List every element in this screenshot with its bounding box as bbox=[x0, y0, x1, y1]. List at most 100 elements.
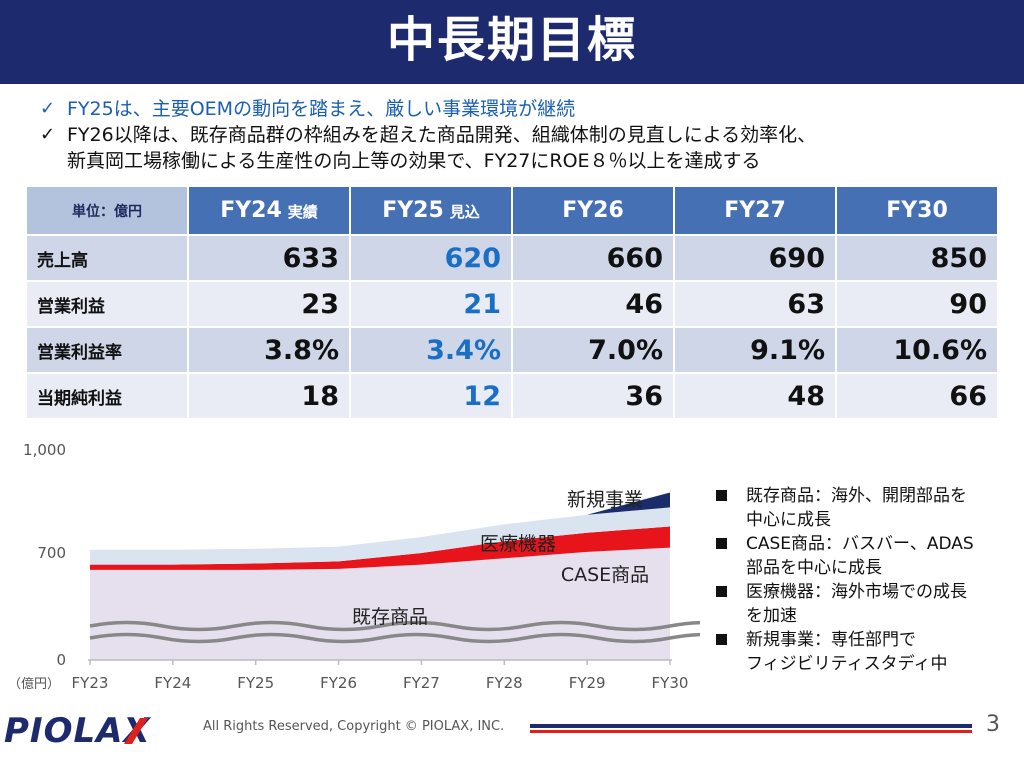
col-header: FY25 見込 bbox=[351, 187, 513, 236]
x-tick-label: FY23 bbox=[72, 674, 109, 692]
row-label: 営業利益率 bbox=[27, 328, 189, 374]
cell-value: 18 bbox=[189, 374, 351, 420]
cell-value: 46 bbox=[513, 282, 675, 328]
cell-value: 36 bbox=[513, 374, 675, 420]
note-line: 新規事業：専任部門で bbox=[746, 630, 916, 650]
bullet-text: 新真岡工場稼働による生産性の向上等の効果で、FY27にROE８％以上を達成する bbox=[67, 150, 761, 172]
table-row: 営業利益 23 21 46 63 90 bbox=[27, 282, 999, 328]
cell-value: 7.0% bbox=[513, 328, 675, 374]
note-line: CASE商品：バスバー、ADAS bbox=[746, 534, 974, 554]
bullet-text: FY25は、主要OEMの動向を踏まえ、厳しい事業環境が継続 bbox=[67, 98, 576, 120]
col-label: FY27 bbox=[724, 198, 786, 223]
bullet-fy26-cont: 新真岡工場稼働による生産性の向上等の効果で、FY27にROE８％以上を達成する bbox=[40, 148, 1020, 174]
col-header: FY26 bbox=[513, 187, 675, 236]
bullet-fy25: ✓ FY25は、主要OEMの動向を踏まえ、厳しい事業環境が継続 bbox=[40, 96, 1020, 122]
check-icon: ✓ bbox=[40, 98, 56, 119]
y-tick-label: 1,000 bbox=[23, 441, 66, 459]
page-number: 3 bbox=[986, 712, 1000, 737]
unit-label: 単位：億円 bbox=[27, 187, 189, 236]
page-title: 中長期目標 bbox=[386, 12, 637, 68]
note-line: 部品を中心に成長 bbox=[746, 558, 882, 578]
col-header: FY30 bbox=[837, 187, 999, 236]
cell-value: 850 bbox=[837, 236, 999, 282]
note-line: 医療機器：海外市場での成長 bbox=[746, 582, 967, 602]
piolax-logo: PIOLAX bbox=[4, 711, 151, 751]
x-tick-label: FY28 bbox=[486, 674, 523, 692]
cell-value: 3.8% bbox=[189, 328, 351, 374]
cell-value: 63 bbox=[675, 282, 837, 328]
segment-notes: 既存商品：海外、開閉部品を 中心に成長 CASE商品：バスバー、ADAS 部品を中心… bbox=[714, 484, 1019, 676]
note-line: を加速 bbox=[746, 606, 797, 626]
col-header: FY24 実績 bbox=[189, 187, 351, 236]
note-item: 既存商品：海外、開閉部品を 中心に成長 bbox=[714, 484, 1019, 532]
logo-text: PIOLAX bbox=[4, 711, 151, 751]
note-item: 新規事業：専任部門でフィジビリティスタディ中 bbox=[714, 628, 1019, 676]
square-bullet-icon bbox=[716, 586, 727, 597]
col-sub: 実績 bbox=[287, 203, 318, 221]
area-medical bbox=[90, 507, 670, 565]
y-tick-label: 700 bbox=[37, 544, 66, 562]
bullet-fy26: ✓ FY26以降は、既存商品群の枠組みを超えた商品開発、組織体制の見直しによる効… bbox=[40, 122, 1020, 148]
note-line: フィジビリティスタディ中 bbox=[746, 654, 948, 674]
note-line: 既存商品：海外、開閉部品を bbox=[746, 486, 967, 506]
title-banner: 中長期目標 bbox=[0, 0, 1024, 84]
cell-value: 620 bbox=[351, 236, 513, 282]
square-bullet-icon bbox=[716, 538, 727, 549]
area-existing bbox=[90, 547, 670, 660]
note-item: 医療機器：海外市場での成長 を加速 bbox=[714, 580, 1019, 628]
cell-value: 633 bbox=[189, 236, 351, 282]
row-label: 営業利益 bbox=[27, 282, 189, 328]
square-bullet-icon bbox=[716, 490, 727, 501]
axis-break-line bbox=[89, 620, 700, 632]
targets-table: 単位：億円 FY24 実績 FY25 見込 FY26 FY27 FY30 売上高 6… bbox=[27, 187, 999, 420]
note-line: 中心に成長 bbox=[746, 510, 831, 530]
x-tick-label: FY30 bbox=[652, 674, 689, 692]
col-label: FY26 bbox=[562, 198, 624, 223]
cell-value: 66 bbox=[837, 374, 999, 420]
logo-red-stroke bbox=[124, 718, 148, 744]
x-tick-label: FY29 bbox=[569, 674, 606, 692]
table-row: 当期純利益 18 12 36 48 66 bbox=[27, 374, 999, 420]
cell-value: 10.6% bbox=[837, 328, 999, 374]
cell-value: 660 bbox=[513, 236, 675, 282]
table-header-row: 単位：億円 FY24 実績 FY25 見込 FY26 FY27 FY30 bbox=[27, 187, 999, 236]
footer-rule-navy bbox=[530, 724, 972, 728]
series-label: 既存商品 bbox=[352, 606, 428, 628]
row-label: 売上高 bbox=[27, 236, 189, 282]
unit-label: （億円） bbox=[8, 676, 60, 692]
cell-value: 48 bbox=[675, 374, 837, 420]
col-label: FY30 bbox=[886, 198, 948, 223]
x-tick-label: FY27 bbox=[403, 674, 440, 692]
cell-value: 23 bbox=[189, 282, 351, 328]
footer-rule-red bbox=[530, 730, 972, 733]
cell-value: 21 bbox=[351, 282, 513, 328]
y-tick-label: 0 bbox=[56, 651, 66, 669]
axis-break-line bbox=[89, 632, 700, 644]
cell-value: 90 bbox=[837, 282, 999, 328]
note-item: CASE商品：バスバー、ADAS 部品を中心に成長 bbox=[714, 532, 1019, 580]
summary-bullets: ✓ FY25は、主要OEMの動向を踏まえ、厳しい事業環境が継続 ✓ FY26以降… bbox=[40, 96, 1020, 174]
area-case bbox=[90, 526, 670, 570]
bullet-text: FY26以降は、既存商品群の枠組みを超えた商品開発、組織体制の見直しによる効率化… bbox=[67, 124, 817, 146]
col-label: FY25 bbox=[382, 198, 444, 223]
square-bullet-icon bbox=[716, 634, 727, 645]
col-header: FY27 bbox=[675, 187, 837, 236]
series-label: 医療機器 bbox=[480, 533, 556, 555]
cell-value: 3.4% bbox=[351, 328, 513, 374]
series-label: 新規事業 bbox=[567, 489, 643, 511]
table-row: 営業利益率 3.8% 3.4% 7.0% 9.1% 10.6% bbox=[27, 328, 999, 374]
table-row: 売上高 633 620 660 690 850 bbox=[27, 236, 999, 282]
row-label: 当期純利益 bbox=[27, 374, 189, 420]
cell-value: 9.1% bbox=[675, 328, 837, 374]
x-tick-label: FY25 bbox=[237, 674, 274, 692]
col-label: FY24 bbox=[220, 198, 282, 223]
cell-value: 12 bbox=[351, 374, 513, 420]
check-icon: ✓ bbox=[40, 124, 56, 145]
x-tick-label: FY24 bbox=[154, 674, 191, 692]
col-sub: 見込 bbox=[449, 203, 480, 221]
cell-value: 690 bbox=[675, 236, 837, 282]
series-label: CASE商品 bbox=[561, 564, 649, 586]
copyright-text: All Rights Reserved, Copyright © PIOLAX,… bbox=[203, 719, 505, 734]
x-tick-label: FY26 bbox=[320, 674, 357, 692]
area-chart: 1,000 700 0 FY23 FY24 FY25 FY26 FY27 FY28 FY29 FY… bbox=[8, 441, 700, 692]
